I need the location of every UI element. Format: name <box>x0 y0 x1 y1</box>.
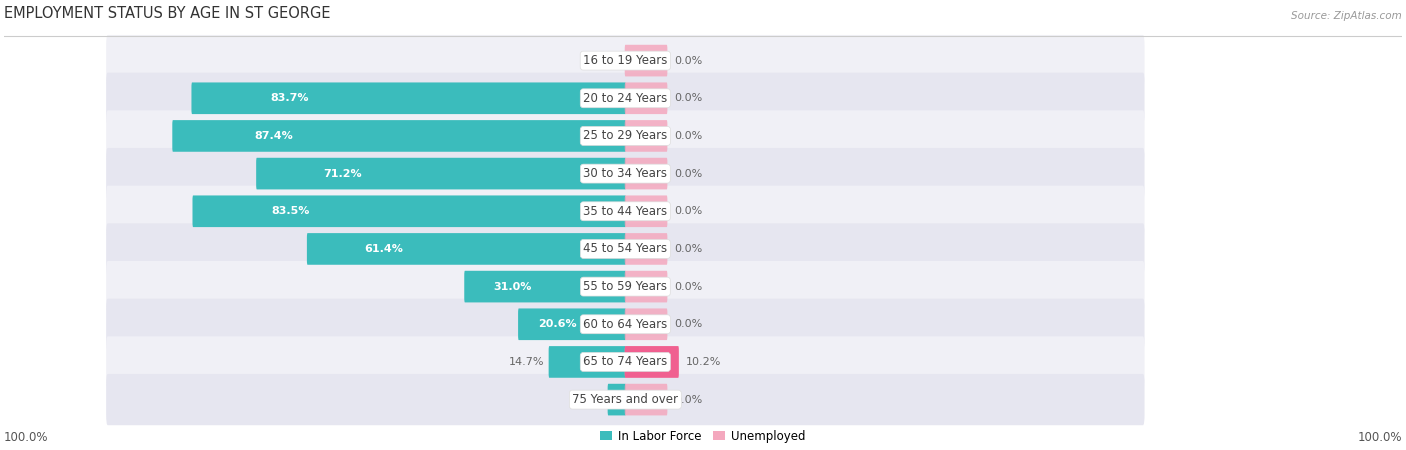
Text: 35 to 44 Years: 35 to 44 Years <box>583 205 668 218</box>
FancyBboxPatch shape <box>624 233 668 265</box>
Legend: In Labor Force, Unemployed: In Labor Force, Unemployed <box>596 425 810 448</box>
FancyBboxPatch shape <box>624 346 679 378</box>
FancyBboxPatch shape <box>193 195 626 227</box>
FancyBboxPatch shape <box>624 384 668 415</box>
Text: 0.0%: 0.0% <box>675 56 703 66</box>
FancyBboxPatch shape <box>624 45 668 76</box>
Text: 71.2%: 71.2% <box>323 169 361 179</box>
Text: 16 to 19 Years: 16 to 19 Years <box>583 54 668 67</box>
FancyBboxPatch shape <box>624 158 668 189</box>
Text: 100.0%: 100.0% <box>1357 431 1402 444</box>
Text: 75 Years and over: 75 Years and over <box>572 393 678 406</box>
FancyBboxPatch shape <box>105 261 1144 312</box>
Text: 100.0%: 100.0% <box>4 431 49 444</box>
Text: 83.7%: 83.7% <box>270 93 308 103</box>
FancyBboxPatch shape <box>105 72 1144 124</box>
Text: 87.4%: 87.4% <box>254 131 292 141</box>
FancyBboxPatch shape <box>607 384 626 415</box>
Text: 25 to 29 Years: 25 to 29 Years <box>583 130 668 143</box>
FancyBboxPatch shape <box>191 82 626 114</box>
Text: 0.0%: 0.0% <box>675 244 703 254</box>
Text: 45 to 54 Years: 45 to 54 Years <box>583 243 668 256</box>
FancyBboxPatch shape <box>307 233 626 265</box>
FancyBboxPatch shape <box>624 308 668 340</box>
Text: 0.0%: 0.0% <box>592 56 620 66</box>
FancyBboxPatch shape <box>624 271 668 302</box>
Text: 0.0%: 0.0% <box>675 282 703 292</box>
Text: 60 to 64 Years: 60 to 64 Years <box>583 318 668 331</box>
Text: 14.7%: 14.7% <box>509 357 544 367</box>
FancyBboxPatch shape <box>548 346 626 378</box>
FancyBboxPatch shape <box>105 223 1144 274</box>
FancyBboxPatch shape <box>105 374 1144 425</box>
Text: 0.0%: 0.0% <box>675 395 703 405</box>
FancyBboxPatch shape <box>256 158 626 189</box>
Text: Source: ZipAtlas.com: Source: ZipAtlas.com <box>1291 11 1402 21</box>
Text: 0.0%: 0.0% <box>675 131 703 141</box>
Text: 3.3%: 3.3% <box>575 395 603 405</box>
FancyBboxPatch shape <box>105 186 1144 237</box>
Text: 0.0%: 0.0% <box>675 206 703 216</box>
FancyBboxPatch shape <box>624 120 668 152</box>
Text: 0.0%: 0.0% <box>675 319 703 329</box>
Text: 55 to 59 Years: 55 to 59 Years <box>583 280 668 293</box>
FancyBboxPatch shape <box>105 336 1144 387</box>
FancyBboxPatch shape <box>173 120 626 152</box>
Text: 0.0%: 0.0% <box>675 93 703 103</box>
FancyBboxPatch shape <box>105 299 1144 350</box>
FancyBboxPatch shape <box>624 82 668 114</box>
Text: 20.6%: 20.6% <box>538 319 576 329</box>
FancyBboxPatch shape <box>105 110 1144 162</box>
Text: 31.0%: 31.0% <box>494 282 531 292</box>
Text: 10.2%: 10.2% <box>686 357 721 367</box>
Text: EMPLOYMENT STATUS BY AGE IN ST GEORGE: EMPLOYMENT STATUS BY AGE IN ST GEORGE <box>4 6 330 21</box>
Text: 20 to 24 Years: 20 to 24 Years <box>583 92 668 105</box>
Text: 0.0%: 0.0% <box>675 169 703 179</box>
FancyBboxPatch shape <box>624 195 668 227</box>
FancyBboxPatch shape <box>624 346 679 378</box>
FancyBboxPatch shape <box>105 35 1144 86</box>
FancyBboxPatch shape <box>517 308 626 340</box>
FancyBboxPatch shape <box>464 271 626 302</box>
Text: 83.5%: 83.5% <box>271 206 309 216</box>
Text: 65 to 74 Years: 65 to 74 Years <box>583 356 668 369</box>
Text: 30 to 34 Years: 30 to 34 Years <box>583 167 668 180</box>
Text: 61.4%: 61.4% <box>364 244 404 254</box>
FancyBboxPatch shape <box>105 148 1144 199</box>
